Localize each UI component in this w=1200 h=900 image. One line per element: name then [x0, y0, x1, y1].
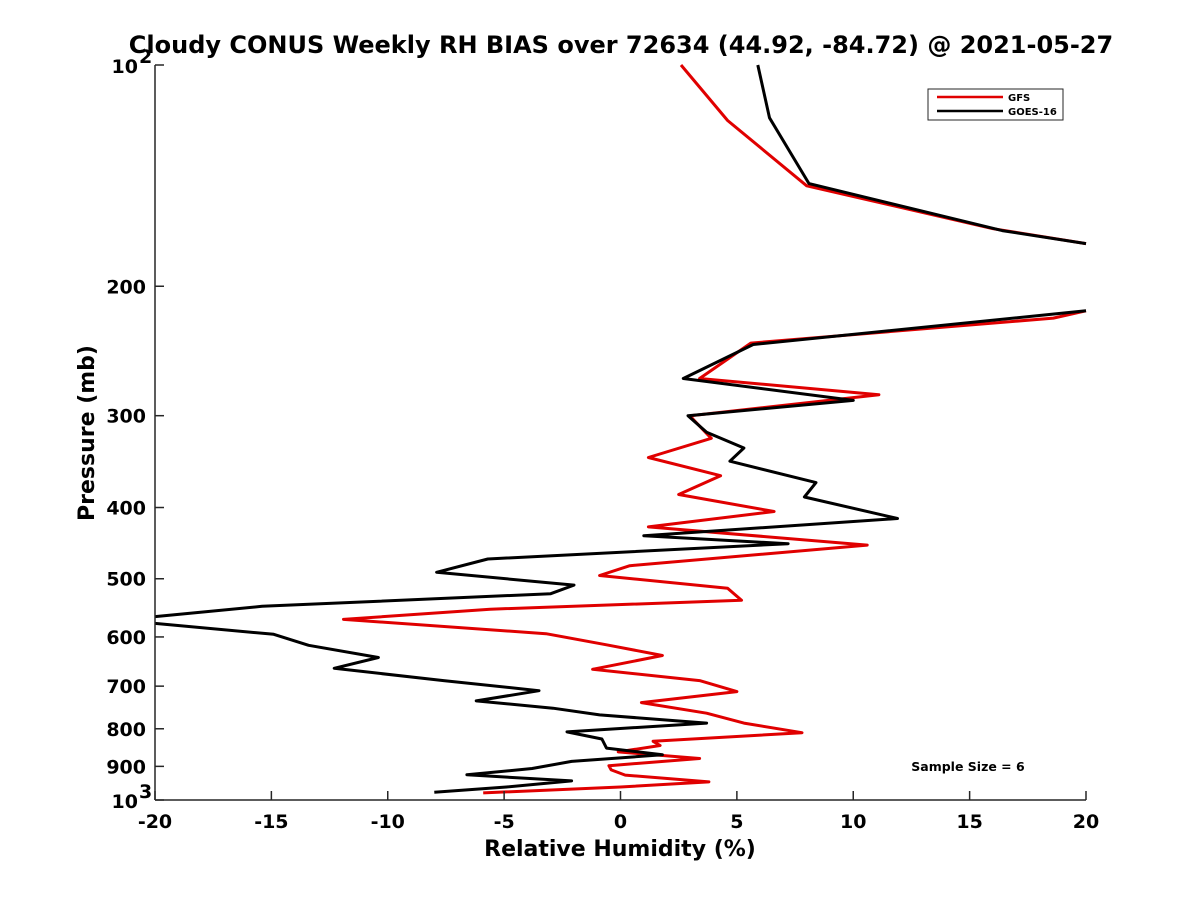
y-axis-label: Pressure (mb) — [75, 345, 100, 521]
y-tick-label: 600 — [106, 627, 146, 649]
y-tick-label-power: 10 — [112, 56, 138, 78]
chart-title: Cloudy CONUS Weekly RH BIAS over 72634 (… — [129, 31, 1113, 59]
x-axis-label: Relative Humidity (%) — [484, 837, 756, 862]
y-tick-label: 800 — [106, 719, 146, 741]
x-tick-label: -15 — [254, 811, 288, 833]
x-tick-label: 10 — [840, 811, 866, 833]
legend: GFS GOES-16 — [927, 88, 1064, 121]
legend-box — [927, 88, 1064, 121]
sample-size-annotation: Sample Size = 6 — [911, 759, 1025, 774]
y-tick-label: 200 — [106, 276, 146, 298]
y-tick-label: 500 — [106, 569, 146, 591]
x-ticks: -20 -15 -10 -5 0 5 10 15 20 — [138, 791, 1099, 833]
x-tick-label: 20 — [1073, 811, 1099, 833]
x-tick-label: 15 — [956, 811, 982, 833]
x-tick-label: 5 — [730, 811, 743, 833]
y-tick-power-exponent: 2 — [139, 46, 152, 68]
y-tick-label: 400 — [106, 498, 146, 520]
y-tick-power-base: 10 — [112, 791, 138, 813]
x-tick-label: -5 — [494, 811, 515, 833]
y-tick-label: 300 — [106, 406, 146, 428]
series-layer — [154, 64, 1087, 795]
y-tick-label-power: 10 — [112, 791, 138, 813]
x-tick-label: 0 — [614, 811, 627, 833]
y-tick-label: 700 — [106, 676, 146, 698]
y-tick-power-exponent: 3 — [139, 781, 152, 803]
x-tick-label: -20 — [138, 811, 172, 833]
y-tick-label: 900 — [106, 756, 146, 778]
x-tick-label: -10 — [371, 811, 405, 833]
y-tick-power-base: 10 — [112, 56, 138, 78]
legend-label-goes16: GOES-16 — [1008, 107, 1057, 118]
legend-label-gfs: GFS — [1008, 93, 1030, 104]
series-line-goes16 — [154, 64, 1087, 794]
